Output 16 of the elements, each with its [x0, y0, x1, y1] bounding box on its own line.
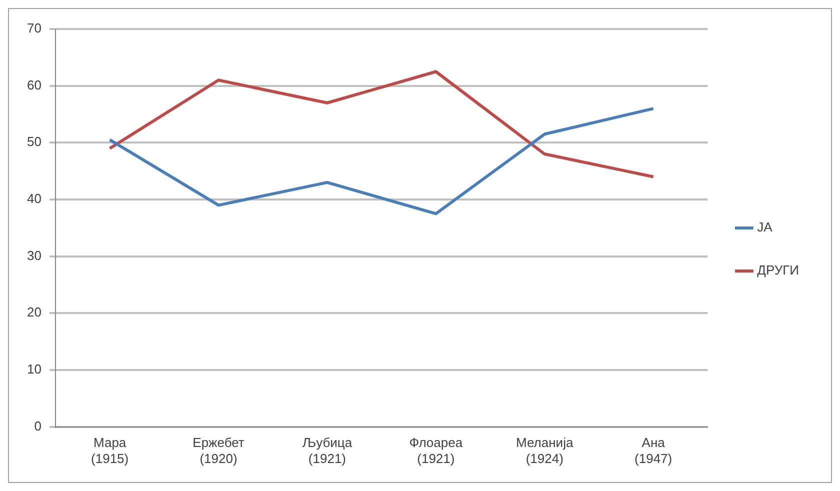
x-tick-label: Ержебет (1920) — [192, 435, 244, 466]
x-tick-label: Мара (1915) — [91, 435, 129, 466]
x-tick-label: Ана (1947) — [634, 435, 672, 466]
y-tick-label: 60 — [26, 77, 42, 92]
y-tick-label: 30 — [26, 248, 42, 263]
x-tick-label: Меланија (1924) — [516, 435, 574, 466]
x-tick-label: Флоареа (1921) — [409, 435, 464, 466]
legend-label: ЈА — [757, 220, 773, 235]
legend-label: ДРУГИ — [757, 262, 800, 278]
y-tick-label: 0 — [34, 418, 42, 434]
x-tick-label: Љубица (1921) — [302, 435, 353, 466]
y-tick-label: 70 — [26, 20, 42, 36]
y-tick-label: 20 — [26, 304, 42, 320]
y-tick-label: 40 — [26, 191, 42, 206]
y-tick-label: 50 — [26, 134, 42, 150]
y-tick-label: 10 — [26, 362, 42, 377]
